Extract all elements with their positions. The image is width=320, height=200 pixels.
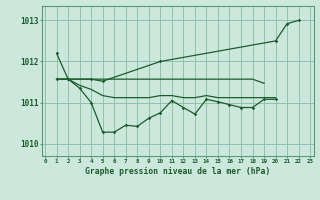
X-axis label: Graphe pression niveau de la mer (hPa): Graphe pression niveau de la mer (hPa) — [85, 167, 270, 176]
